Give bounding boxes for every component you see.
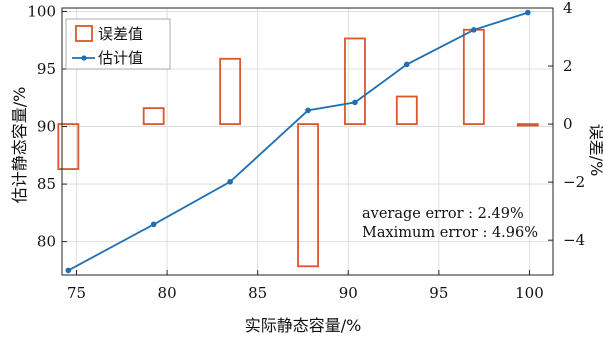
error-bar (344, 37, 366, 125)
x-tick-label: 75 (67, 284, 86, 302)
y-left-tick-label: 85 (37, 175, 56, 193)
x-tick-label: 90 (339, 284, 358, 302)
y-left-axis-label: 估计静态容量/% (10, 87, 29, 204)
annotation-maximum-error: Maximum error : 4.96% (362, 225, 538, 241)
estimate-point (525, 9, 531, 16)
error-bar (395, 95, 418, 125)
y-left-tick-label: 90 (37, 118, 56, 136)
error-bar (297, 123, 319, 268)
legend-label-error: 误差值 (98, 25, 143, 43)
estimate-point (471, 27, 477, 33)
error-bars (57, 28, 539, 268)
x-tick-label: 80 (158, 284, 177, 302)
legend-marker-swatch (81, 55, 87, 61)
error-bar (516, 123, 539, 127)
legend-bar-swatch (75, 25, 93, 42)
y-left-tick-label: 80 (37, 233, 56, 251)
estimate-line (65, 9, 531, 274)
estimate-point (65, 267, 72, 274)
y-right-tick-label: 2 (563, 57, 573, 75)
x-axis-label: 实际静态容量/% (245, 316, 362, 335)
error-bar (142, 107, 165, 125)
y-right-axis-label: 误差/% (587, 124, 603, 177)
estimate-point (403, 61, 410, 68)
annotation-average-error: average error : 2.49% (362, 206, 524, 222)
y-right-tick-label: 0 (563, 115, 573, 133)
x-tick-label: 100 (515, 284, 544, 302)
x-tick-label: 95 (429, 284, 448, 302)
estimate-point (227, 178, 233, 185)
axis-ticks: 75 80 85 90 95 100 80 85 90 95 100 −4 −2 0 2 4 (27, 0, 585, 302)
error-bar (462, 28, 485, 125)
y-right-tick-label: 4 (563, 0, 573, 17)
estimate-series-line (67, 11, 529, 272)
estimate-point (352, 99, 358, 106)
legend: 误差值 估计值 (65, 18, 171, 70)
error-bar (57, 123, 80, 170)
plot-frame (61, 7, 554, 276)
estimate-point (150, 221, 157, 228)
y-left-tick-label: 95 (37, 60, 56, 78)
legend-label-estimate: 估计值 (98, 49, 143, 67)
grid-lines (62, 8, 553, 275)
error-bar (219, 57, 242, 125)
estimate-point (305, 107, 311, 114)
y-right-tick-label: −4 (563, 231, 585, 249)
x-tick-label: 85 (248, 284, 267, 302)
y-left-tick-label: 100 (27, 2, 56, 20)
y-right-tick-label: −2 (563, 173, 585, 191)
